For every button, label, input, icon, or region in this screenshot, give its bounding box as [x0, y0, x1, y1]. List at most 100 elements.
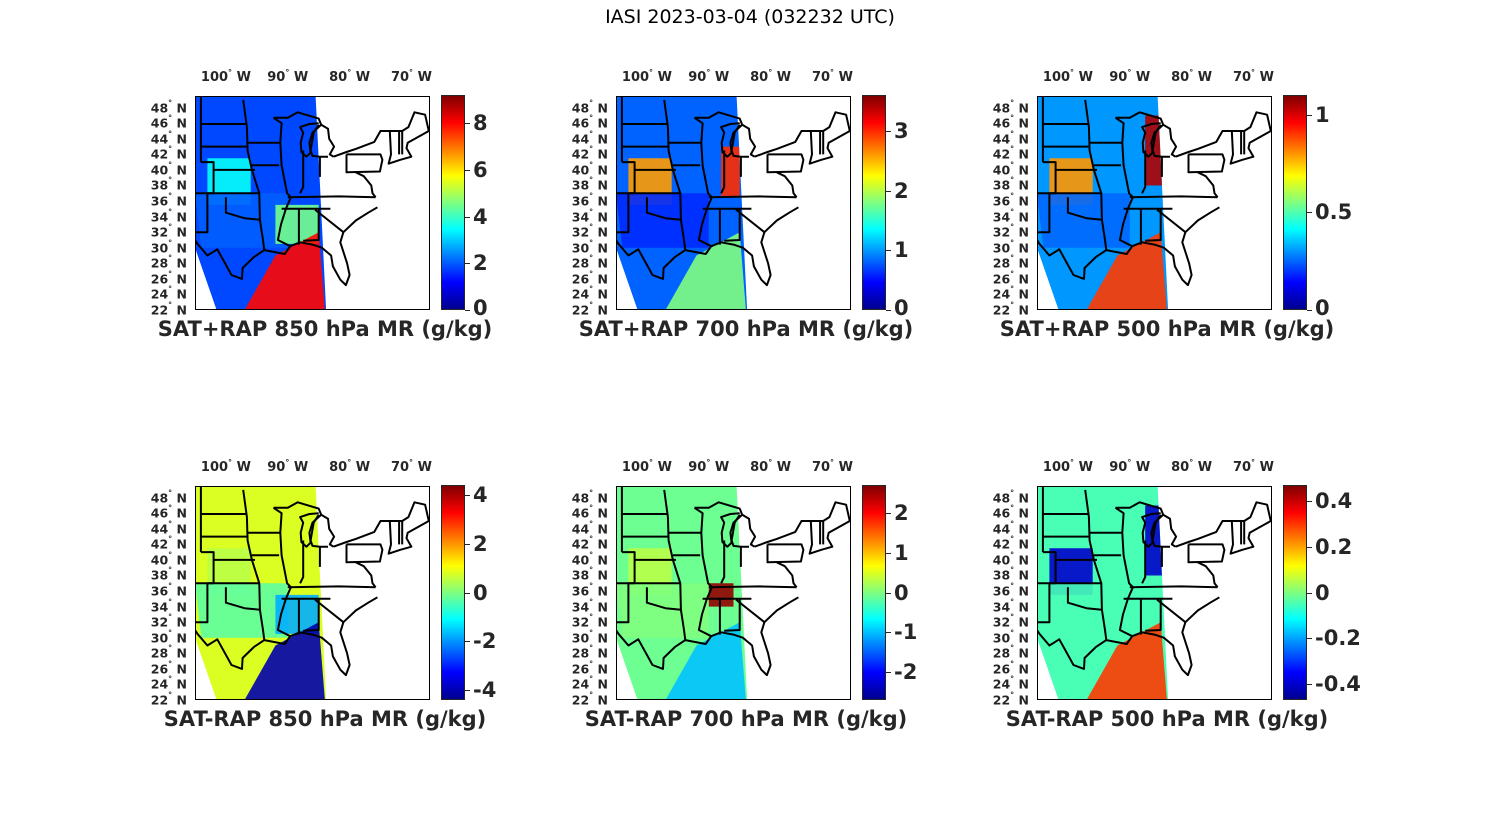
- lat-hemisphere: N: [176, 630, 187, 646]
- colorbar-tick-label: 6: [473, 157, 488, 182]
- lon-hemisphere: W: [236, 70, 251, 85]
- colorbar-tick: [465, 494, 470, 496]
- lon-hemisphere: W: [1259, 70, 1274, 85]
- lat-value: 28: [571, 645, 590, 661]
- state-boundary-line: [287, 195, 376, 199]
- state-boundary-line: [1066, 587, 1102, 611]
- latitude-tick-label: 30° N: [571, 628, 608, 646]
- state-boundary-line: [663, 489, 687, 641]
- lat-value: 48: [150, 490, 169, 506]
- lat-hemisphere: N: [176, 676, 187, 692]
- latitude-tick-label: 30° N: [992, 238, 1029, 256]
- state-boundary-line: [1141, 540, 1147, 584]
- state-boundary-line: [1145, 208, 1162, 242]
- state-boundary-line: [1129, 585, 1218, 589]
- lat-value: 28: [992, 645, 1011, 661]
- latitude-tick-label: 38° N: [571, 175, 608, 193]
- state-boundary-line: [1151, 124, 1170, 158]
- data-region-northern-plains: [195, 96, 313, 163]
- colorbar-tick-label: 1: [1315, 102, 1330, 127]
- latitude-tick-label: 48° N: [992, 98, 1029, 116]
- lat-value: 46: [150, 505, 169, 521]
- state-boundary-line: [200, 161, 215, 194]
- latitude-tick-label: 42° N: [150, 144, 187, 162]
- colorbar-tick: [465, 690, 470, 692]
- state-boundary-line: [303, 208, 320, 242]
- colorbar-tick: [465, 641, 470, 643]
- state-boundary-line: [708, 195, 797, 199]
- state-boundary-line: [1114, 116, 1134, 248]
- lat-hemisphere: N: [176, 599, 187, 615]
- latitude-tick-label: 30° N: [571, 238, 608, 256]
- colorbar-tick: [465, 216, 470, 218]
- colorbar-tick: [886, 190, 891, 192]
- lat-hemisphere: N: [176, 100, 187, 116]
- lat-hemisphere: N: [1018, 505, 1029, 521]
- longitude-tick-label: 80° W: [750, 458, 792, 475]
- state-boundary-line: [616, 596, 799, 677]
- lat-value: 24: [992, 286, 1011, 302]
- lat-hemisphere: N: [1018, 521, 1029, 537]
- lon-value: 100: [1042, 460, 1071, 475]
- colorbar-tick: [1307, 114, 1312, 116]
- lat-value: 40: [150, 552, 169, 568]
- lat-value: 32: [992, 614, 1011, 630]
- latitude-tick-label: 36° N: [992, 581, 1029, 599]
- state-boundary-line: [195, 596, 378, 677]
- state-boundary-line: [1162, 513, 1178, 548]
- lat-hemisphere: N: [176, 692, 187, 708]
- latitude-tick-label: 42° N: [992, 144, 1029, 162]
- state-boundary-line: [1037, 582, 1056, 624]
- lat-value: 28: [150, 255, 169, 271]
- lat-value: 42: [150, 536, 169, 552]
- colorbar-tick-label: 2: [894, 500, 909, 525]
- lon-hemisphere: W: [838, 70, 853, 85]
- lat-hemisphere: N: [597, 286, 608, 302]
- lat-value: 30: [150, 240, 169, 256]
- state-boundary-line: [1037, 206, 1220, 287]
- latitude-tick-label: 24° N: [571, 284, 608, 302]
- lat-value: 36: [571, 583, 590, 599]
- state-boundary-line: [1042, 161, 1057, 194]
- data-region-southern-plains: [616, 583, 709, 638]
- lat-hemisphere: N: [176, 146, 187, 162]
- lat-hemisphere: N: [597, 645, 608, 661]
- state-boundary-line: [616, 206, 799, 287]
- latitude-tick-label: 40° N: [992, 550, 1029, 568]
- state-boundary-line: [314, 598, 345, 623]
- colorbar-tick-label: 2: [473, 251, 488, 276]
- longitude-tick-label: 100° W: [621, 68, 672, 85]
- colorbar-tick: [1307, 592, 1312, 594]
- latitude-tick-label: 26° N: [992, 659, 1029, 677]
- lat-value: 26: [992, 661, 1011, 677]
- latitude-tick-label: 46° N: [571, 113, 608, 131]
- colorbar-tick-label: 3: [894, 118, 909, 143]
- latitude-tick-label: 40° N: [150, 550, 187, 568]
- lat-value: 34: [571, 599, 590, 615]
- colorbar-tick: [465, 592, 470, 594]
- lat-hemisphere: N: [1018, 302, 1029, 318]
- data-region-southern-plains: [195, 583, 288, 638]
- lat-hemisphere: N: [1018, 177, 1029, 193]
- latitude-tick-label: 28° N: [571, 253, 608, 271]
- state-boundary-line: [333, 111, 430, 158]
- lat-hemisphere: N: [1018, 162, 1029, 178]
- panel-title: SAT+RAP 700 hPa MR (g/kg): [578, 317, 914, 341]
- state-boundary-line: [1114, 506, 1134, 638]
- state-boundary-line: [621, 551, 636, 584]
- state-boundary-line: [735, 208, 766, 233]
- lat-value: 44: [571, 131, 590, 147]
- latitude-tick-label: 28° N: [150, 253, 187, 271]
- lon-value: 80: [329, 460, 348, 475]
- latitude-tick-label: 40° N: [571, 160, 608, 178]
- colorbar-tick: [886, 592, 891, 594]
- latitude-tick-label: 44° N: [150, 129, 187, 147]
- lat-hemisphere: N: [597, 209, 608, 225]
- colorbar-tick-label: 0: [894, 580, 909, 605]
- colorbar: [441, 485, 465, 700]
- map-axes: [195, 96, 430, 310]
- lon-value: 70: [390, 70, 410, 85]
- longitude-tick-label: 70° W: [811, 458, 853, 475]
- state-boundary-line: [195, 192, 214, 234]
- lat-hemisphere: N: [597, 505, 608, 521]
